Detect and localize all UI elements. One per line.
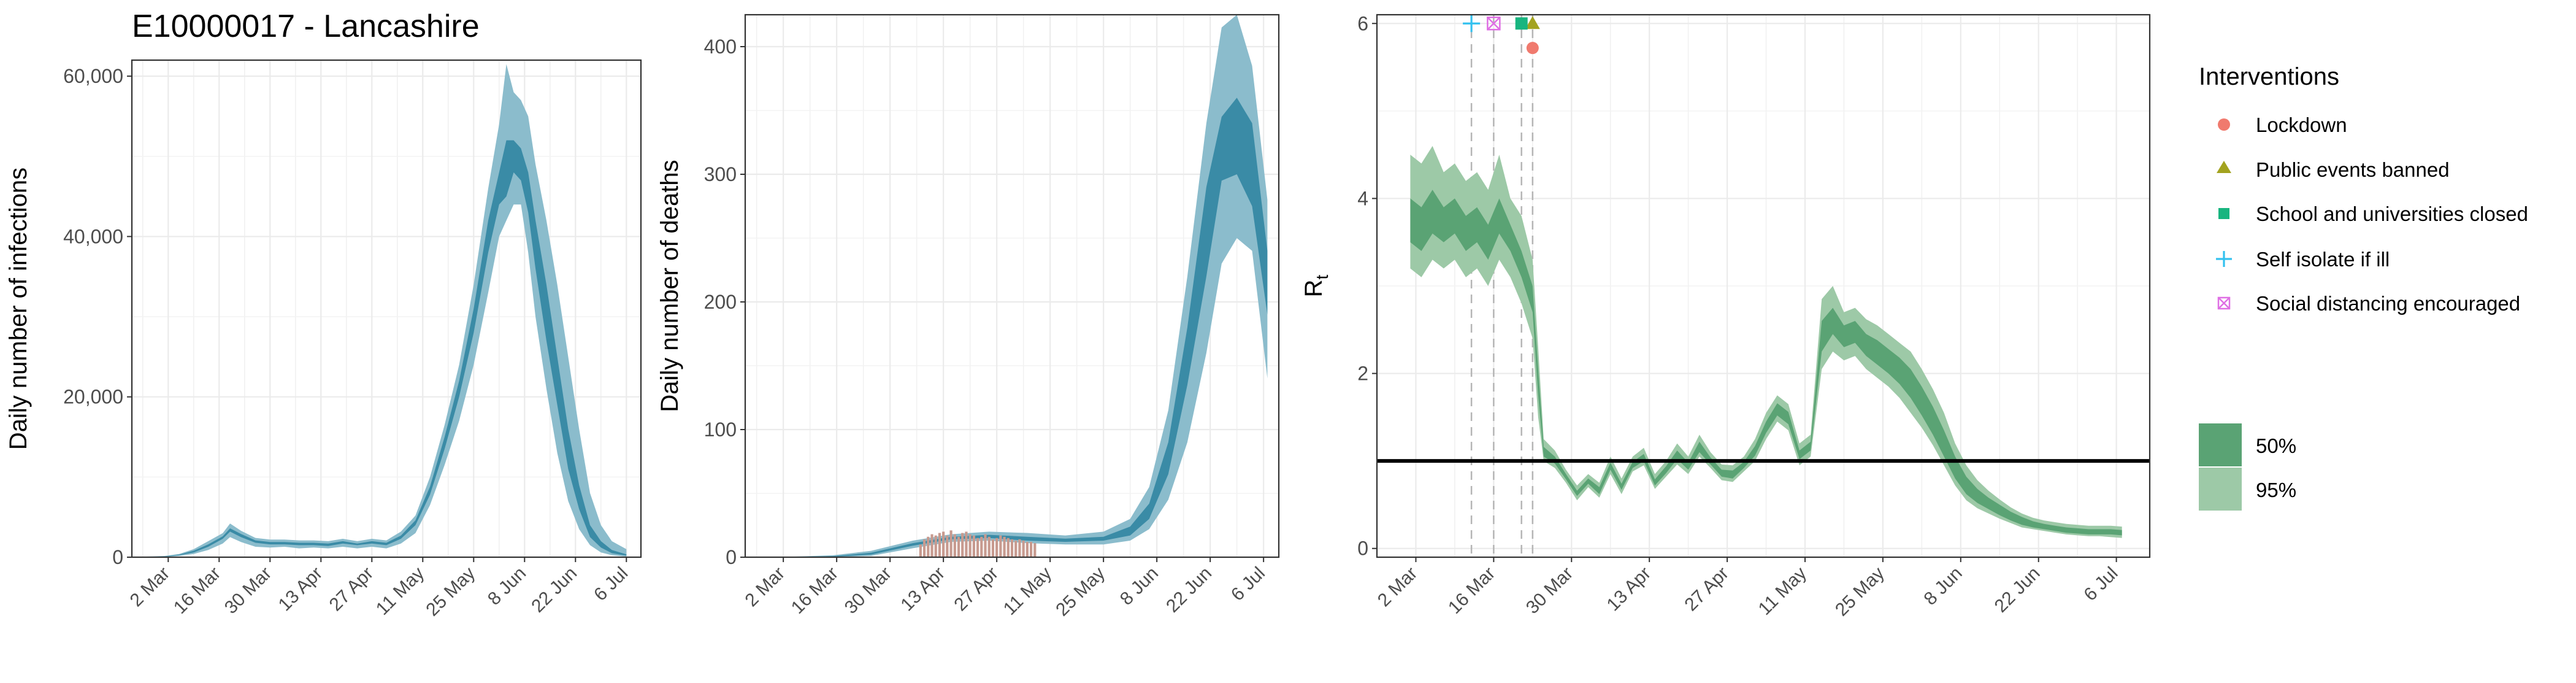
y-tick-label: 200 (704, 291, 737, 313)
y-tick-label: 400 (704, 36, 737, 58)
legend-item-schools-closed: School and universities closed (2218, 203, 2528, 225)
observed-deaths-bar (938, 533, 941, 557)
square-marker-icon (2218, 208, 2229, 219)
observed-deaths-bar (953, 534, 956, 557)
y-tick-label: 2 (1357, 363, 1368, 385)
triangle-marker-icon (2217, 161, 2231, 173)
band-50 (760, 98, 1268, 557)
marker-public-events-banned (1525, 16, 1540, 29)
observed-deaths-bar (976, 538, 979, 557)
legend-item-social-distancing: Social distancing encouraged (2217, 292, 2520, 315)
y-tick-label: 4 (1357, 187, 1368, 209)
observed-deaths-bar (972, 535, 975, 557)
boxx-marker-icon (2217, 296, 2231, 310)
figure-title: E10000017 - Lancashire (132, 9, 480, 44)
marker-self-isolate-if-ill (1463, 15, 1481, 33)
observed-deaths-bar (965, 531, 968, 557)
legend-label: Lockdown (2256, 114, 2347, 136)
observed-deaths-bar (949, 530, 953, 557)
legend-label: 50% (2256, 434, 2296, 457)
y-axis-title: Daily number of infections (5, 168, 32, 450)
observed-deaths-bar (1010, 539, 1014, 557)
legend-item-lockdown: Lockdown (2218, 114, 2347, 136)
legend-item-self-isolate: Self isolate if ill (2216, 248, 2390, 271)
plus-marker-icon (2216, 251, 2232, 267)
observed-deaths-bar (1022, 540, 1025, 557)
y-axis-title: Daily number of deaths (656, 160, 683, 412)
observed-deaths-bar (1018, 539, 1021, 557)
lockdown-marker-icon (2218, 118, 2230, 131)
observed-deaths-bar (922, 539, 926, 557)
observed-deaths-bar (930, 534, 933, 557)
observed-deaths-bar (927, 536, 930, 557)
observed-deaths-bar (934, 535, 937, 557)
observed-deaths-bar (946, 535, 949, 557)
legend-item-95: 95% (2199, 468, 2296, 511)
band-50 (1410, 190, 2122, 536)
y-tick-label: 20,000 (63, 386, 123, 408)
y-tick-label: 0 (1357, 538, 1368, 560)
y-tick-label: 0 (112, 546, 123, 568)
legend-label: Self isolate if ill (2256, 248, 2390, 271)
y-tick-label: 300 (704, 163, 737, 185)
observed-deaths-bar (1003, 536, 1006, 557)
y-tick-label: 0 (726, 546, 737, 568)
observed-deaths-bar (1025, 542, 1029, 557)
y-axis: 0 100 200 300 400 (704, 36, 1279, 568)
observed-deaths-bar (1033, 543, 1037, 557)
plot-frame (131, 59, 642, 558)
observed-deaths-bar (984, 534, 987, 557)
observed-deaths-bar (961, 533, 964, 557)
plot-frame (744, 14, 1280, 558)
marker-social-distancing-encouraged (1487, 17, 1501, 31)
observed-deaths-bar (942, 531, 945, 557)
legend-label: Public events banned (2256, 158, 2450, 181)
observed-deaths-bar (957, 536, 960, 557)
observed-deaths-bar (991, 539, 995, 557)
legend-item-public-events-banned: Public events banned (2217, 158, 2450, 181)
observed-deaths-bar (995, 538, 999, 557)
observed-deaths-bars (919, 530, 1037, 557)
band-50-swatch (2199, 423, 2242, 466)
legend-label: School and universities closed (2256, 203, 2528, 225)
legend: Interventions Lockdown Public events ban… (2199, 63, 2528, 511)
observed-deaths-bar (980, 536, 983, 557)
marker-lockdown (1526, 42, 1539, 55)
observed-deaths-bar (919, 544, 922, 557)
band-95 (760, 15, 1268, 557)
legend-label: 95% (2256, 479, 2296, 501)
observed-deaths-bar (968, 534, 972, 557)
y-tick-label: 60,000 (63, 65, 123, 87)
legend-label: Social distancing encouraged (2256, 292, 2520, 315)
legend-title: Interventions (2199, 63, 2339, 90)
band-95-swatch (2199, 468, 2242, 511)
observed-deaths-bar (1006, 538, 1010, 557)
observed-deaths-bar (1014, 540, 1018, 557)
legend-item-50: 50% (2199, 423, 2296, 466)
observed-deaths-bar (999, 535, 1002, 557)
y-tick-label: 6 (1357, 12, 1368, 34)
observed-deaths-bar (987, 536, 991, 557)
y-tick-label: 100 (704, 419, 737, 441)
observed-deaths-bar (1029, 542, 1033, 557)
y-tick-label: 40,000 (63, 225, 123, 247)
plot-frame (1376, 14, 2151, 558)
marker-school-and-universities-closed (1515, 17, 1528, 30)
